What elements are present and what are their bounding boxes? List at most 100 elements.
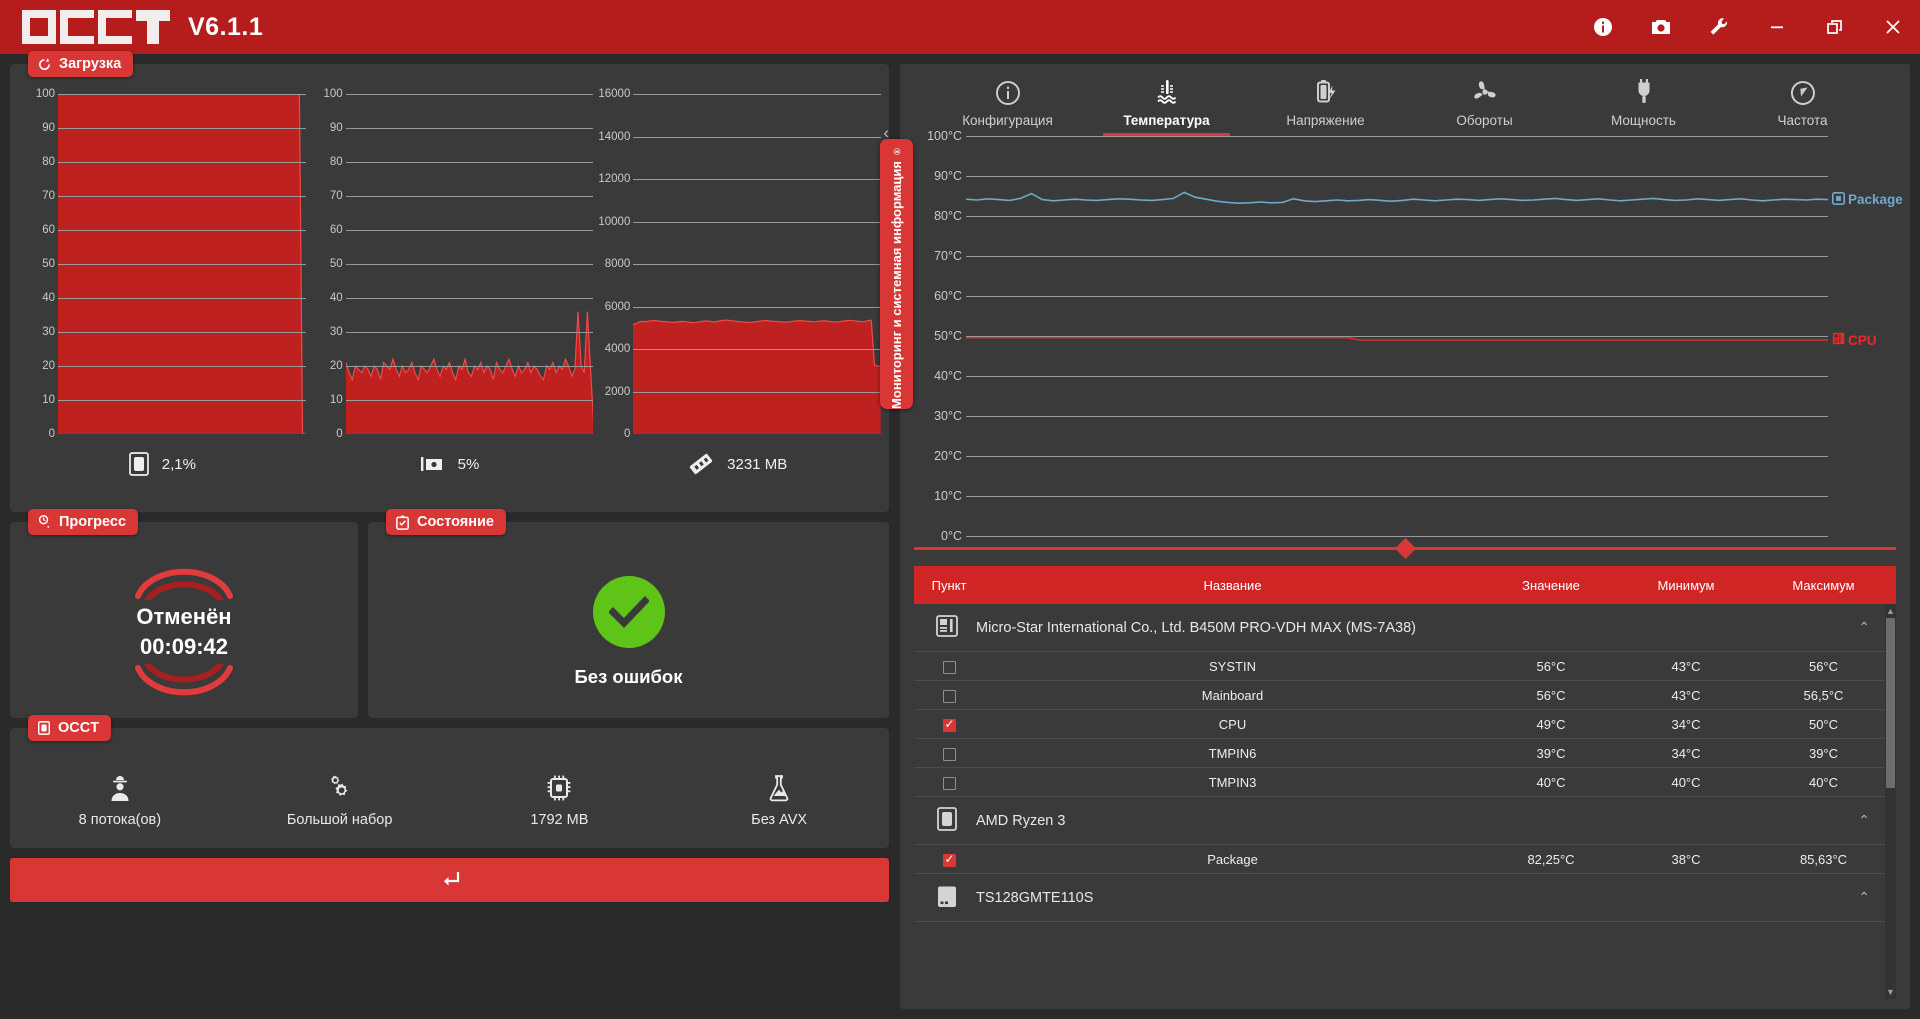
row-value: 40°C [1536, 774, 1566, 790]
legend-entry-package[interactable]: Package [1832, 191, 1903, 208]
row-checkbox[interactable] [942, 717, 956, 732]
gridline [58, 264, 306, 265]
motherboard-icon [936, 614, 958, 641]
row-checkbox[interactable] [942, 852, 956, 867]
gridline [58, 162, 306, 163]
progress-content: Отменён 00:09:42 [10, 546, 358, 718]
table-group-row[interactable]: Micro-Star International Co., Ltd. B450M… [914, 604, 1896, 652]
gridline [633, 221, 882, 223]
chevron-up-icon[interactable]: ⌃ [1858, 889, 1870, 905]
run-test-button[interactable] [10, 858, 889, 902]
table-group-row[interactable]: TS128GMTE110S ⌃ [914, 874, 1896, 922]
gpu-load-chart: 0 10 20 30 40 50 60 70 80 90 100 [306, 88, 594, 440]
occt-threads-item[interactable]: 8 потока(ов) [10, 774, 230, 828]
table-row: Package 82,25°C 38°C 85,63°C [914, 845, 1896, 874]
axis-tick-label: 10°C [934, 489, 962, 503]
drive-icon [936, 884, 958, 912]
legend-label: CPU [1848, 332, 1877, 348]
gridline [633, 136, 882, 138]
axis-tick-label: 50 [42, 258, 55, 270]
minimize-icon[interactable] [1764, 14, 1790, 40]
occt-dataset-item[interactable]: Большой набор [230, 774, 450, 828]
camera-icon[interactable] [1648, 14, 1674, 40]
axis-tick-label: 70°C [934, 249, 962, 263]
clipboard-check-icon [396, 515, 409, 530]
gridline [345, 196, 594, 197]
wrench-icon[interactable] [1706, 14, 1732, 40]
axis-tick-label: 0°C [941, 529, 962, 543]
axis-tick-label: 40 [329, 292, 343, 304]
row-value: 82,25°C [1527, 851, 1575, 867]
close-icon[interactable] [1880, 14, 1906, 40]
tab-temperatura[interactable]: Температура [1087, 78, 1246, 136]
axis-tick-label: 20 [42, 360, 55, 372]
chevron-up-icon[interactable]: ⌃ [1858, 619, 1870, 635]
flask-icon [769, 775, 789, 802]
occt-memory-item[interactable]: 1792 MB [450, 774, 670, 828]
area-fill [633, 320, 882, 434]
tab-oboroty[interactable]: Обороты [1405, 78, 1564, 136]
scroll-down-arrow-icon[interactable]: ▼ [1886, 987, 1895, 997]
row-checkbox-cell [914, 851, 984, 867]
axis-tick-label: 100 [35, 88, 55, 100]
axis-tick-label: 8000 [604, 258, 631, 270]
gpu-load-yaxis: 0 10 20 30 40 50 60 70 80 90 100 [306, 88, 346, 440]
timeline-slider[interactable] [914, 536, 1896, 562]
gridline [633, 391, 882, 393]
tab-konfiguraciya[interactable]: Конфигурация [928, 80, 1087, 136]
restore-icon[interactable] [1822, 14, 1848, 40]
table-scrollbar[interactable]: ▲ ▼ [1885, 604, 1896, 999]
occt-panel-tag: OCCT [28, 715, 112, 741]
occt-instruction-item[interactable]: Без AVX [669, 774, 889, 828]
row-checkbox[interactable] [942, 660, 956, 674]
cpu-package-icon [1832, 191, 1845, 208]
progress-status: Отменён [136, 604, 232, 629]
tab-moshnost[interactable]: Мощность [1564, 78, 1723, 136]
table-row: TMPIN3 40°C 40°C 40°C [914, 768, 1896, 797]
scroll-up-arrow-icon[interactable]: ▲ [1886, 606, 1895, 616]
gridline [633, 94, 882, 95]
table-row: TMPIN6 39°C 34°C 39°C [914, 739, 1896, 768]
gridline [345, 94, 594, 95]
sidetab-monitoring[interactable]: Мониторинг и системная информация [880, 139, 913, 409]
row-checkbox[interactable] [942, 776, 956, 790]
row-checkbox-cell [914, 774, 984, 790]
app-logo-block: V6.1.1 [0, 10, 263, 44]
occt-logo-icon [22, 10, 170, 44]
axis-tick-label: 12000 [598, 173, 631, 185]
axis-tick-label: 90 [329, 122, 343, 134]
gridline [966, 536, 1828, 537]
chevron-up-icon[interactable]: ⌃ [1858, 812, 1870, 828]
occt-threads-label: 8 потока(ов) [78, 812, 162, 828]
gpu-load-plot [345, 94, 594, 434]
load-charts: 0 10 20 30 40 50 60 70 80 90 100 0 10 20 30 40 50 60 70 80… [18, 88, 882, 440]
tab-chastota[interactable]: Частота [1723, 80, 1882, 136]
legend-entry-cpu[interactable]: CPU [1832, 332, 1877, 348]
axis-tick-label: 6000 [604, 300, 631, 313]
temperature-legend: Package CPU [1828, 136, 1910, 536]
row-sensor-name: TMPIN6 [1208, 745, 1257, 761]
group-name: AMD Ryzen 3 [976, 812, 1066, 829]
row-min: 40°C [1671, 774, 1701, 790]
axis-tick-label: 0 [336, 428, 343, 440]
gridline [633, 179, 882, 180]
area-outline [633, 320, 881, 366]
temperature-chart: 0°C 10°C 20°C 30°C 40°C 50°C 60°C 70°C 80°C 90°C 1… [900, 129, 1910, 543]
slider-knob[interactable] [1394, 537, 1417, 560]
collapse-chevron-icon[interactable]: ‹ [883, 123, 889, 142]
gridline [345, 128, 594, 129]
right-panel: Конфигурация Температура Напряжение Обор… [900, 64, 1910, 1009]
row-min: 43°C [1671, 687, 1701, 703]
axis-tick-label: 70 [42, 190, 55, 202]
tab-napryazhenie[interactable]: Напряжение [1246, 78, 1405, 136]
row-checkbox[interactable] [942, 689, 956, 703]
scroll-thumb[interactable] [1886, 618, 1895, 788]
table-group-row[interactable]: AMD Ryzen 3 ⌃ [914, 797, 1896, 845]
gridline [966, 296, 1828, 297]
memory-plot [633, 94, 882, 434]
info-icon[interactable] [1590, 14, 1616, 40]
progress-panel-tag: Прогресс [28, 509, 139, 535]
row-checkbox[interactable] [942, 747, 956, 761]
state-panel: Состояние Без ошибок [368, 509, 889, 718]
gridline [58, 298, 306, 299]
